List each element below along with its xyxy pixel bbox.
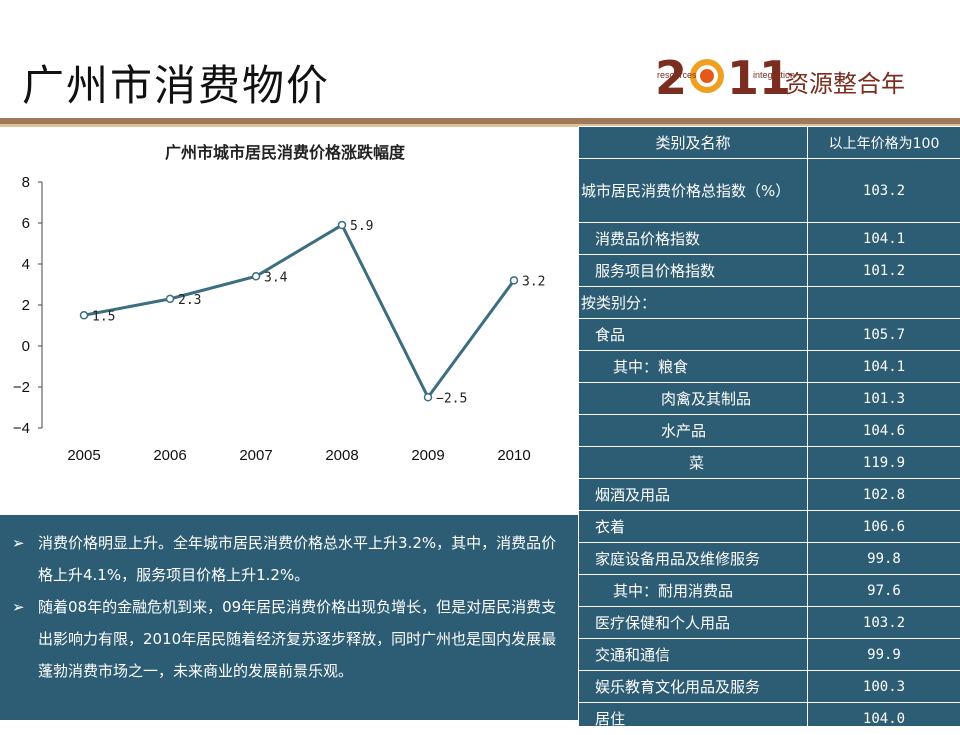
row-category: 服务项目价格指数	[579, 255, 808, 287]
row-value: 101.3	[808, 383, 960, 415]
row-value: 103.2	[808, 159, 960, 223]
row-category: 水产品	[579, 415, 808, 447]
table-header-row: 类别及名称 以上年价格为100	[579, 127, 960, 159]
data-point	[425, 394, 432, 401]
row-category: 交通和通信	[579, 639, 808, 671]
row-category: 按类别分：	[579, 287, 808, 319]
row-category: 消费品价格指数	[579, 223, 808, 255]
row-category: 城市居民消费价格总指数（%）	[579, 159, 808, 223]
row-category: 烟酒及用品	[579, 479, 808, 511]
y-tick-label: 2	[22, 297, 30, 314]
x-tick-label: 2008	[325, 447, 358, 464]
row-value: 105.7	[808, 319, 960, 351]
y-tick-label: 0	[22, 338, 30, 355]
page-title: 广州市消费物价	[22, 52, 330, 113]
chart-title: 广州市城市居民消费价格涨跌幅度	[165, 143, 406, 162]
y-tick-label: −4	[13, 420, 30, 437]
data-point	[253, 273, 260, 280]
row-category: 菜	[579, 447, 808, 479]
notes-panel: ➢ 消费价格明显上升。全年城市居民消费价格总水平上升3.2%，其中，消费品价格上…	[0, 515, 580, 720]
data-point	[511, 277, 518, 284]
row-category: 其中：耐用消费品	[579, 575, 808, 607]
row-value: 119.9	[808, 447, 960, 479]
row-value: 104.1	[808, 223, 960, 255]
y-tick-label: 8	[22, 174, 30, 191]
data-labels: 1.5 2.3 3.4 5.9 −2.5 3.2	[92, 219, 545, 406]
row-value: 104.1	[808, 351, 960, 383]
data-point	[81, 312, 88, 319]
x-tick-label: 2009	[411, 447, 444, 464]
data-label: 1.5	[92, 309, 115, 324]
row-category: 娱乐教育文化用品及服务	[579, 671, 808, 703]
logo-tagline: 资源整合年	[785, 70, 905, 98]
data-point	[167, 295, 174, 302]
y-tick-label: −2	[13, 379, 30, 396]
header-category: 类别及名称	[579, 127, 808, 159]
row-value	[808, 287, 960, 319]
table-row: 按类别分：	[579, 287, 960, 319]
arrow-bullet-icon: ➢	[12, 527, 38, 591]
row-value: 103.2	[808, 607, 960, 639]
table-row: 城市居民消费价格总指数（%）103.2	[579, 159, 960, 223]
data-label: −2.5	[436, 391, 467, 406]
data-label: 5.9	[350, 219, 373, 234]
y-ticks: 8 6 4 2 0 −2 −4	[13, 174, 42, 437]
y-tick-label: 4	[22, 256, 30, 273]
data-point	[339, 222, 346, 229]
row-category: 衣着	[579, 511, 808, 543]
data-points	[81, 222, 518, 401]
row-value: 97.6	[808, 575, 960, 607]
data-label: 3.4	[264, 270, 288, 285]
row-value: 99.8	[808, 543, 960, 575]
row-value: 104.0	[808, 703, 960, 735]
row-value: 99.9	[808, 639, 960, 671]
series-line	[84, 225, 514, 397]
data-label: 2.3	[178, 293, 201, 308]
row-category: 其中：粮食	[579, 351, 808, 383]
row-category: 医疗保健和个人用品	[579, 607, 808, 639]
arrow-bullet-icon: ➢	[12, 591, 38, 687]
x-tick-label: 2005	[67, 447, 100, 464]
note-text-2: 随着08年的金融危机到来，09年居民消费价格出现负增长，但是对居民消费支出影响力…	[38, 591, 568, 687]
logo-small-left: resources	[657, 70, 697, 80]
x-tick-label: 2007	[239, 447, 272, 464]
x-ticks: 2005 2006 2007 2008 2009 2010	[67, 447, 530, 464]
row-value: 101.2	[808, 255, 960, 287]
y-tick-label: 6	[22, 215, 30, 232]
row-value: 100.3	[808, 671, 960, 703]
row-value: 106.6	[808, 511, 960, 543]
row-value: 102.8	[808, 479, 960, 511]
data-label: 3.2	[522, 274, 545, 289]
header-index: 以上年价格为100	[808, 127, 960, 159]
row-category: 居住	[579, 703, 808, 735]
note-item: ➢ 消费价格明显上升。全年城市居民消费价格总水平上升3.2%，其中，消费品价格上…	[12, 527, 568, 591]
row-category: 食品	[579, 319, 808, 351]
note-text-1: 消费价格明显上升。全年城市居民消费价格总水平上升3.2%，其中，消费品价格上升4…	[38, 527, 568, 591]
logo: 2 11 resources integration 资源整合年	[655, 50, 945, 102]
row-category: 肉禽及其制品	[579, 383, 808, 415]
x-tick-label: 2010	[497, 447, 530, 464]
row-value: 104.6	[808, 415, 960, 447]
note-item: ➢ 随着08年的金融危机到来，09年居民消费价格出现负增长，但是对居民消费支出影…	[12, 591, 568, 687]
x-tick-label: 2006	[153, 447, 186, 464]
row-category: 家庭设备用品及维修服务	[579, 543, 808, 575]
